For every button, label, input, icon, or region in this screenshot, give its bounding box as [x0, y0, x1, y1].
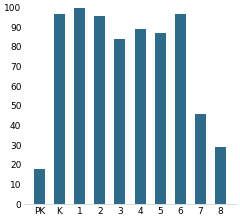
Bar	[54, 14, 65, 204]
Bar	[114, 39, 126, 204]
Bar	[155, 33, 166, 204]
Bar	[94, 16, 105, 204]
Bar	[175, 14, 186, 204]
Bar	[34, 169, 45, 204]
Bar	[195, 114, 206, 204]
Bar	[135, 29, 146, 204]
Bar	[74, 6, 85, 204]
Bar	[215, 147, 226, 204]
